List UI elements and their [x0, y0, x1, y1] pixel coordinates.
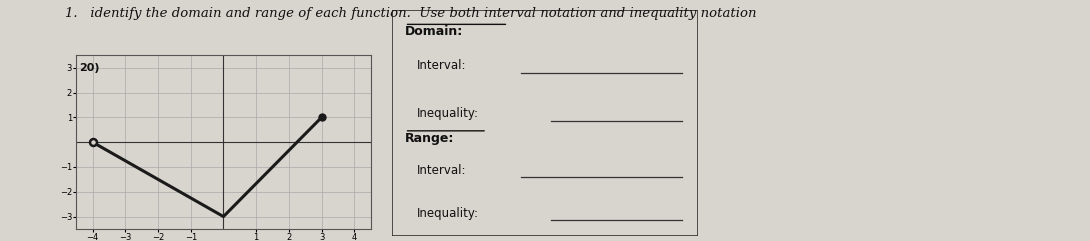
- Text: Interval:: Interval:: [416, 60, 467, 73]
- Text: Range:: Range:: [404, 132, 453, 145]
- Text: 20): 20): [80, 63, 100, 73]
- Text: Inequality:: Inequality:: [416, 107, 479, 120]
- Text: 1.   identify the domain and range of each function.  Use both interval notation: 1. identify the domain and range of each…: [65, 7, 756, 20]
- Text: Interval:: Interval:: [416, 164, 467, 177]
- Text: Domain:: Domain:: [404, 26, 463, 39]
- Text: Inequality:: Inequality:: [416, 207, 479, 220]
